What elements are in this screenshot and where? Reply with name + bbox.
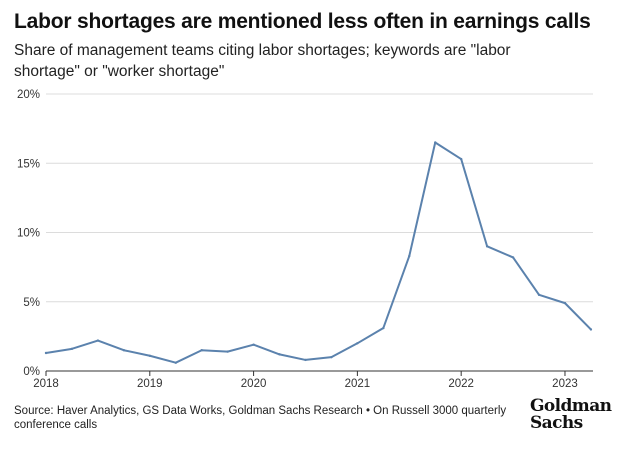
data-point [589, 328, 593, 331]
series-layer [44, 141, 593, 364]
data-point [252, 343, 255, 346]
y-tick-label: 10% [17, 228, 40, 240]
x-tick-label: 2018 [33, 378, 59, 390]
x-tick-label: 2020 [241, 378, 267, 390]
data-point [278, 353, 281, 356]
data-point [356, 342, 359, 345]
source-note: Source: Haver Analytics, GS Data Works, … [14, 405, 507, 431]
data-point [304, 358, 307, 362]
data-point [70, 347, 74, 351]
logo-line-2: Sachs [530, 413, 583, 433]
chart-title: Labor shortages are mentioned less often… [14, 10, 591, 33]
y-tick-label: 15% [17, 158, 40, 170]
y-tick-labels: 0% 5% 10% 15% 20% [17, 89, 40, 378]
data-point [148, 354, 151, 357]
data-point [200, 349, 203, 352]
grid-lines [46, 93, 593, 303]
data-point [330, 355, 333, 359]
goldman-sachs-logo: Goldman Sachs [530, 396, 612, 433]
data-point [434, 141, 437, 144]
series-line-0 [45, 141, 592, 364]
x-tick-label: 2019 [137, 378, 163, 390]
data-point [459, 157, 463, 161]
data-point [563, 301, 567, 305]
data-point [226, 350, 229, 353]
x-tick-label: 2021 [345, 378, 371, 390]
data-point [44, 351, 48, 355]
data-point [174, 361, 177, 364]
logo-line-1: Goldman [530, 396, 612, 416]
data-point [511, 256, 515, 259]
data-point [96, 339, 100, 342]
y-tick-label: 5% [23, 297, 40, 309]
data-point [122, 349, 126, 352]
data-point [485, 245, 489, 248]
data-point [408, 254, 411, 258]
x-tick-label: 2022 [448, 378, 474, 390]
x-tick-label: 2023 [552, 378, 578, 390]
y-tick-label: 0% [23, 366, 40, 378]
axes [45, 370, 593, 376]
y-tick-label: 20% [17, 89, 40, 101]
data-point [537, 293, 541, 297]
chart-subtitle: Share of management teams citing labor s… [14, 42, 511, 80]
data-point [382, 326, 385, 330]
x-tick-labels: 2018 2019 2020 2021 2022 2023 [33, 378, 578, 390]
